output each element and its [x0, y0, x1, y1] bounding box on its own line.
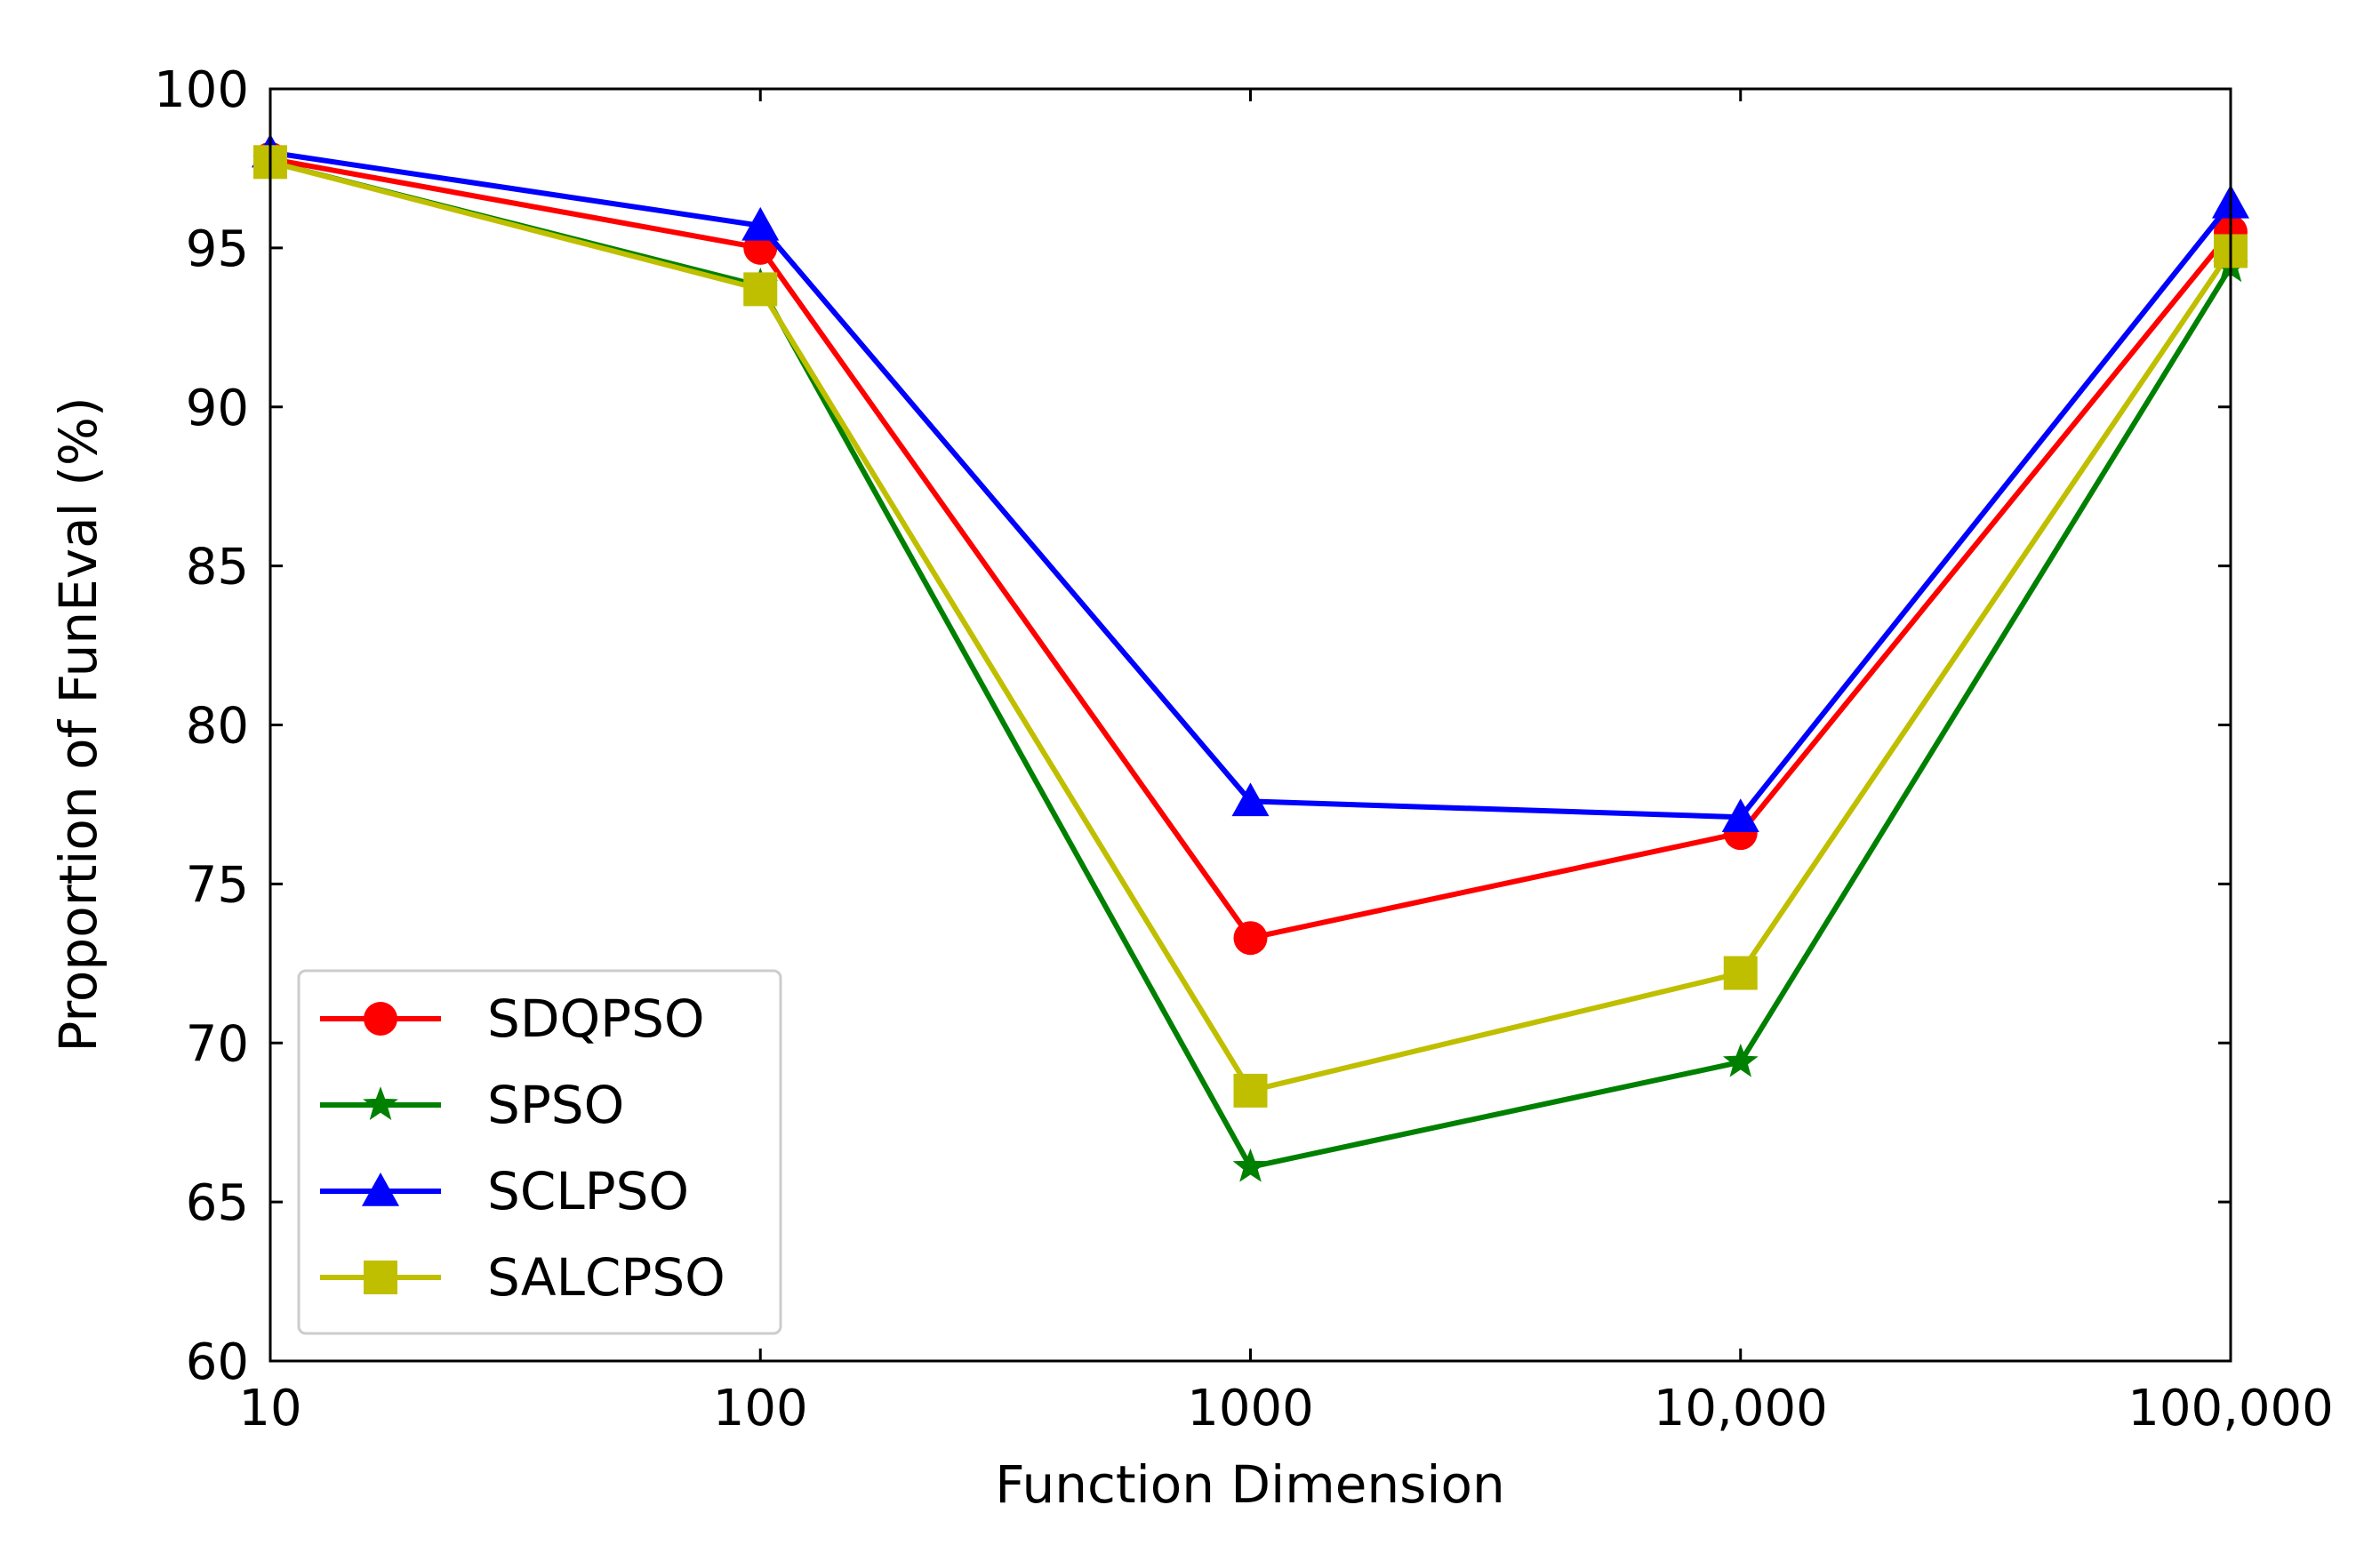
legend-label: SDQPSO: [487, 989, 705, 1049]
x-tick-label: 10: [238, 1380, 301, 1437]
y-tick-label: 70: [186, 1015, 249, 1073]
y-tick-label: 75: [186, 856, 249, 914]
legend-item: SPSO: [320, 1075, 624, 1135]
y-tick-label: 60: [186, 1333, 249, 1391]
y-tick-label: 65: [186, 1174, 249, 1232]
data-point-sclpso: [1721, 798, 1759, 833]
data-point-salcpso: [1233, 1073, 1268, 1108]
legend-frame: [297, 969, 782, 1335]
legend-label: SCLPSO: [487, 1161, 689, 1221]
y-tick-label: 95: [186, 220, 249, 278]
legend-item: SCLPSO: [320, 1161, 689, 1221]
legend-marker-salcpso: [364, 1261, 397, 1294]
legend-label: SPSO: [487, 1075, 624, 1135]
y-axis-title: Proportion of FunEval (%): [48, 396, 108, 1052]
data-point-salcpso: [743, 272, 778, 307]
x-tick-label: 100,000: [2128, 1380, 2334, 1437]
plot-frame: [268, 87, 2232, 1363]
data-point-spso: [1232, 1148, 1269, 1182]
y-tick-label: 80: [186, 698, 249, 756]
legend-label: SALCPSO: [487, 1247, 725, 1308]
y-tick-label: 85: [186, 539, 249, 596]
legend-item: SALCPSO: [320, 1247, 725, 1308]
legend-marker-spso: [363, 1086, 398, 1120]
data-point-salcpso: [1723, 956, 1758, 990]
data-point-sdqpso: [1233, 921, 1268, 956]
data-point-spso: [1722, 1043, 1759, 1077]
x-tick-label: 10,000: [1654, 1380, 1828, 1437]
x-axis-title: Function Dimension: [995, 1454, 1504, 1515]
axes: 60 65 70 75 80 85 90 95 100 10 100 1000 10,000 100,00…: [154, 61, 2334, 1437]
data-point-sclpso: [1231, 782, 1270, 817]
legend-item: SDQPSO: [320, 989, 705, 1049]
y-tick-label: 100: [154, 61, 249, 119]
legend-marker-sclpso: [362, 1173, 399, 1206]
y-tick-label: 90: [186, 380, 249, 437]
series-group: [252, 133, 2249, 1182]
x-tick-label: 1000: [1187, 1380, 1314, 1437]
legend: SDQPSO SPSO SCLPSO SALCPSO: [297, 969, 782, 1335]
x-tick-label: 100: [713, 1380, 808, 1437]
legend-marker-sdqpso: [364, 1002, 397, 1036]
data-point-sclpso: [741, 206, 780, 241]
